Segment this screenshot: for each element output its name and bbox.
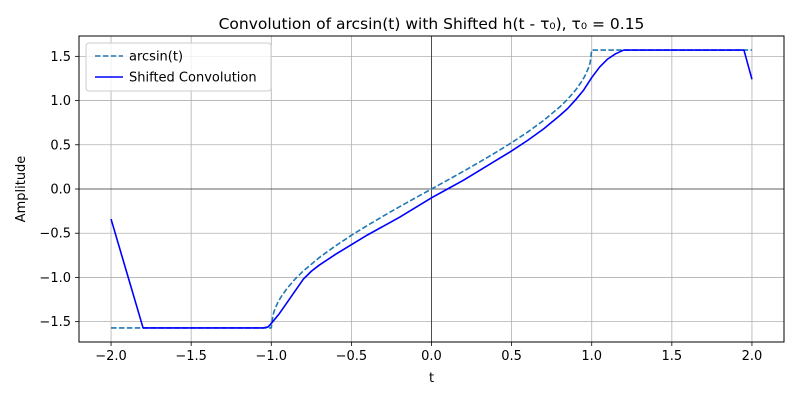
x-tick-label: −2.0 [95,349,127,364]
chart-title: Convolution of arcsin(t) with Shifted h(… [219,15,645,33]
ticks: −2.0 −1.5 −1.0 −0.5 0.0 0.5 1.0 1.5 2.0 −1.5 −1.0 −… [39,50,762,364]
x-tick-label: −1.5 [175,349,207,364]
legend-label-arcsin: arcsin(t) [129,50,183,65]
y-tick-label: 1.0 [50,94,71,109]
y-tick-label: −0.5 [39,227,71,242]
x-tick-label: −1.0 [255,349,287,364]
x-axis-label: t [429,371,434,386]
series-line-shifted-convolution [110,49,753,329]
legend: arcsin(t) Shifted Convolution [85,42,272,92]
x-tick-label: 2.0 [742,349,763,364]
series-line-arcsin [111,49,752,329]
x-tick-label: −0.5 [336,349,368,364]
y-tick-label: 0.5 [50,138,71,153]
y-tick-label: −1.5 [39,315,71,330]
y-tick-label: 0.0 [50,183,71,198]
y-axis-label: Amplitude [14,156,29,223]
x-tick-label: 0.0 [421,349,442,364]
legend-label-shifted-convolution: Shifted Convolution [129,71,257,86]
y-tick-label: −1.0 [39,271,71,286]
legend-box [85,42,272,92]
x-tick-label: 0.5 [501,349,522,364]
x-tick-label: 1.0 [581,349,602,364]
x-tick-label: 1.5 [661,349,682,364]
y-tick-label: 1.5 [50,50,71,65]
series-lines [110,49,753,329]
